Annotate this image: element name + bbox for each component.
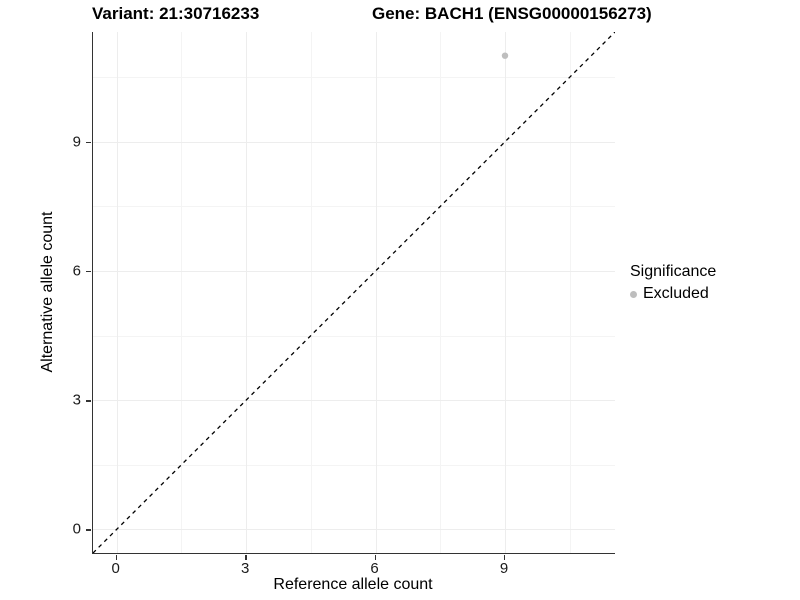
x-axis-tick	[374, 555, 376, 560]
plot-layer	[93, 32, 615, 553]
y-axis-title: Alternative allele count	[39, 211, 56, 373]
horizontal-gridline	[93, 464, 615, 466]
x-axis-tick	[503, 555, 506, 560]
horizontal-gridline	[93, 529, 615, 531]
horizontal-gridline	[93, 270, 615, 272]
x-axis-tick-label: 0	[111, 560, 120, 577]
identity-reference-line	[93, 32, 615, 553]
y-axis-tick	[86, 141, 91, 144]
x-axis-tick-label: 9	[499, 560, 509, 577]
horizontal-gridline	[93, 400, 615, 402]
y-axis-tick-label: 3	[72, 391, 81, 409]
vertical-gridline	[116, 32, 118, 553]
vertical-gridline	[440, 32, 442, 553]
vertical-gridline	[246, 32, 248, 553]
horizontal-gridline	[93, 335, 615, 337]
plot-title-variant: Variant: 21:30716233	[92, 4, 260, 23]
y-axis-tick-label: 0	[72, 520, 81, 538]
legend-entry-label: Excluded	[643, 285, 709, 302]
plot-panel	[92, 32, 615, 554]
vertical-gridline	[181, 32, 183, 553]
y-axis-tick-label: 9	[72, 133, 81, 151]
horizontal-gridline	[93, 141, 615, 143]
horizontal-gridline	[93, 77, 615, 79]
y-axis-tick-label: 6	[72, 262, 81, 280]
legend-point-icon	[630, 290, 637, 298]
x-axis-tick-label: 3	[240, 560, 250, 577]
data-point	[501, 52, 509, 59]
y-axis-tick	[86, 529, 91, 531]
scatter-points	[501, 52, 509, 59]
vertical-gridline	[375, 32, 377, 553]
vertical-gridline	[310, 32, 312, 553]
legend-title: Significance	[630, 263, 717, 280]
x-axis-tick	[245, 555, 247, 560]
vertical-gridline	[569, 32, 571, 553]
x-axis-tick-label: 6	[370, 560, 379, 577]
legend-entries: Excluded	[630, 285, 716, 303]
y-axis-tick	[86, 270, 91, 273]
legend-entry: Excluded	[630, 285, 716, 303]
x-axis-title: Reference allele count	[273, 576, 433, 593]
x-axis-tick	[115, 555, 118, 560]
vertical-gridline	[504, 32, 506, 553]
legend: Significance Excluded	[630, 263, 716, 303]
y-axis-tick	[86, 400, 91, 402]
plot-title-gene: Gene: BACH1 (ENSG00000156273)	[372, 4, 652, 23]
horizontal-gridline	[93, 206, 615, 208]
